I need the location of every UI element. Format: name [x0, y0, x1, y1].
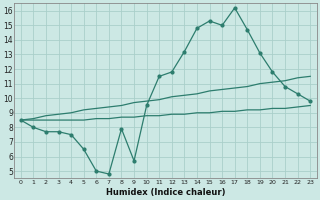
X-axis label: Humidex (Indice chaleur): Humidex (Indice chaleur) [106, 188, 225, 197]
